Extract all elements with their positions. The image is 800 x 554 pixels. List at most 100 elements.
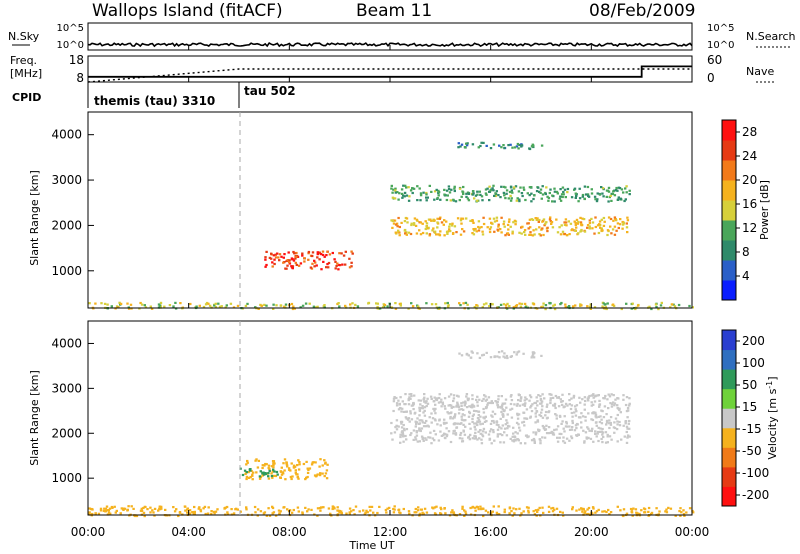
heatmap-cell <box>496 428 500 431</box>
heatmap-cell <box>612 394 615 397</box>
colorbar-swatch <box>722 408 736 429</box>
heatmap-cell <box>482 141 485 144</box>
heatmap-cell <box>497 351 501 354</box>
heatmap-cell <box>111 506 114 509</box>
heatmap-cell <box>612 304 616 307</box>
heatmap-cell <box>149 506 152 509</box>
heatmap-cell <box>405 428 409 431</box>
heatmap-cell <box>429 431 432 434</box>
heatmap-cell <box>537 508 540 511</box>
heatmap-cell <box>500 395 503 398</box>
heatmap-cell <box>475 398 478 401</box>
heatmap-cell <box>580 222 583 226</box>
heatmap-cell <box>536 420 540 423</box>
heatmap-cell <box>420 407 423 410</box>
heatmap-cell <box>467 354 470 357</box>
heatmap-cell <box>538 218 541 222</box>
heatmap-cell <box>184 505 187 508</box>
heatmap-cell <box>581 217 584 220</box>
heatmap-cell <box>537 186 540 189</box>
heatmap-cell <box>542 511 545 514</box>
heatmap-cell <box>244 304 248 307</box>
heatmap-cell <box>312 461 315 464</box>
heatmap-cell <box>399 396 402 399</box>
heatmap-cell <box>365 509 368 512</box>
heatmap-cell <box>443 193 446 196</box>
heatmap-cell <box>583 396 587 399</box>
heatmap-cell <box>556 192 559 195</box>
heatmap-cell <box>397 198 400 201</box>
heatmap-cell <box>647 506 651 510</box>
heatmap-cell <box>616 413 619 417</box>
heatmap-cell <box>463 514 466 517</box>
heatmap-cell <box>295 473 298 476</box>
heatmap-cell <box>616 505 619 508</box>
heatmap-cell <box>524 305 527 309</box>
heatmap-cell <box>289 469 292 472</box>
heatmap-cell <box>497 223 500 226</box>
heatmap-cell <box>326 250 329 253</box>
heatmap-cell <box>495 190 498 193</box>
heatmap-cell <box>303 257 306 260</box>
heatmap-cell <box>418 512 421 515</box>
heatmap-cell <box>434 407 437 410</box>
heatmap-cell <box>556 231 560 234</box>
heatmap-cell <box>502 410 506 413</box>
heatmap-cell <box>577 220 580 224</box>
heatmap-cell <box>344 250 347 253</box>
heatmap-cell <box>331 505 335 508</box>
heatmap-cell <box>529 226 532 229</box>
heatmap-cell <box>472 221 475 224</box>
heatmap-cell <box>530 218 533 221</box>
heatmap-cell <box>476 190 479 193</box>
heatmap-cell <box>97 512 101 515</box>
heatmap-cell <box>626 436 629 439</box>
heatmap-cell <box>580 426 583 429</box>
heatmap-cell <box>438 234 442 237</box>
heatmap-cell <box>532 303 536 306</box>
heatmap-cell <box>210 512 213 516</box>
heatmap-cell <box>445 189 449 192</box>
heatmap-cell <box>410 393 413 396</box>
colorbar-tick-label: 20 <box>742 173 757 187</box>
heatmap-cell <box>418 422 421 425</box>
heatmap-cell <box>481 306 484 309</box>
heatmap-cell <box>409 433 412 437</box>
heatmap-cell <box>202 507 205 510</box>
heatmap-cell <box>256 466 260 469</box>
heatmap-cell <box>404 434 407 438</box>
heatmap-cell <box>482 397 485 401</box>
heatmap-cell <box>581 193 585 197</box>
heatmap-cell <box>440 434 444 437</box>
heatmap-cell <box>392 188 395 191</box>
heatmap-cell <box>179 302 182 305</box>
heatmap-cell <box>493 439 496 442</box>
heatmap-cell <box>471 437 475 440</box>
heatmap-cell <box>601 510 604 513</box>
heatmap-cell <box>488 228 492 231</box>
heatmap-cell <box>324 462 327 465</box>
heatmap-cell <box>419 508 423 511</box>
heatmap-cell <box>390 306 393 309</box>
heatmap-cell <box>523 302 527 305</box>
heatmap-cell <box>608 196 611 199</box>
heatmap-cell <box>603 405 607 408</box>
heatmap-cell <box>314 261 317 264</box>
heatmap-cell <box>518 404 522 407</box>
heatmap-cell <box>518 231 521 234</box>
heatmap-cell <box>482 427 486 430</box>
heatmap-cell <box>471 143 475 146</box>
heatmap-cell <box>573 220 576 223</box>
heatmap-cell <box>430 190 433 193</box>
heatmap-cell <box>596 198 599 201</box>
heatmap-cell <box>484 399 487 402</box>
heatmap-cell <box>348 266 352 269</box>
heatmap-cell <box>586 193 590 196</box>
heatmap-cell <box>560 403 564 406</box>
heatmap-cell <box>527 222 530 225</box>
heatmap-cell <box>291 258 294 261</box>
heatmap-cell <box>264 258 267 261</box>
heatmap-cell <box>583 403 586 406</box>
heatmap-cell <box>514 439 517 442</box>
heatmap-cell <box>439 198 442 201</box>
